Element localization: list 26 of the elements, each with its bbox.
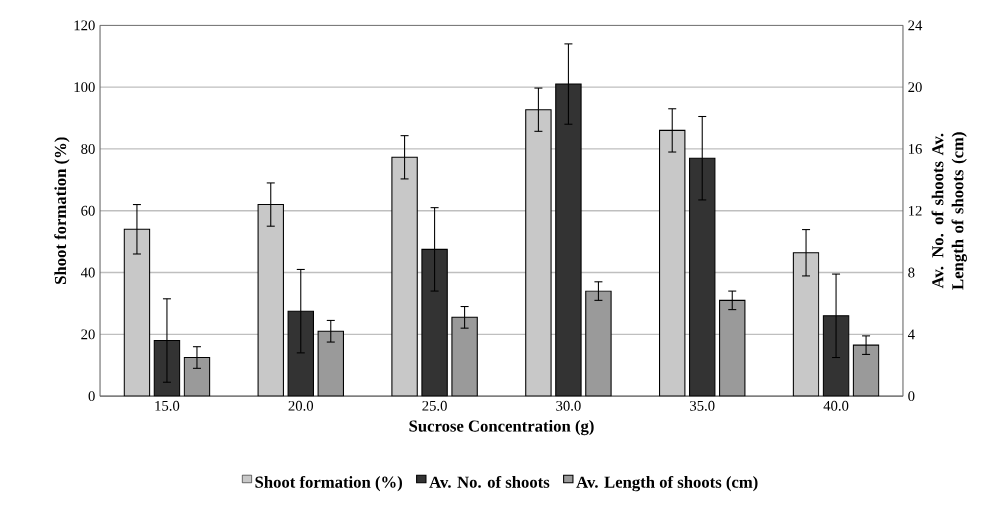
legend-label: Shoot formation (%): [255, 475, 402, 492]
y2-tick-label: 12: [908, 205, 922, 216]
y2-tick-label: 20: [908, 82, 922, 93]
y2-tick-label: 16: [908, 143, 922, 154]
x-tick-label: 25.0: [422, 400, 447, 411]
x-axis-title: Sucrose Concentration (g): [409, 419, 594, 436]
x-tick-label: 35.0: [690, 400, 715, 411]
y-tick-label: 0: [88, 391, 95, 402]
y2-tick-label: 4: [907, 329, 915, 340]
y-tick-label: 20: [81, 329, 95, 340]
y-tick-label: 40: [80, 267, 95, 278]
y-tick-label: 100: [74, 82, 95, 93]
y-tick-label: 60: [81, 205, 95, 216]
y2-axis-title: Av. No. of shoots Av. Length of shoots (cm): [931, 132, 967, 290]
y2-tick-label: 8: [908, 267, 915, 278]
x-tick-label: 20.0: [288, 400, 314, 411]
x-tick-label: 15.0: [155, 400, 180, 411]
y-tick-label: 80: [81, 143, 95, 154]
y2-tick-label: 0: [908, 391, 915, 402]
x-tick-label: 40.0: [823, 400, 849, 411]
y2-tick-label: 24: [908, 20, 923, 31]
y-tick-label: 120: [74, 20, 95, 31]
legend-label: Av. Length of shoots (cm): [576, 475, 758, 492]
y-axis-title: Shoot formation (%): [54, 137, 70, 284]
x-tick-label: 30.0: [556, 400, 581, 411]
legend-label: Av. No. of shoots: [429, 475, 550, 488]
